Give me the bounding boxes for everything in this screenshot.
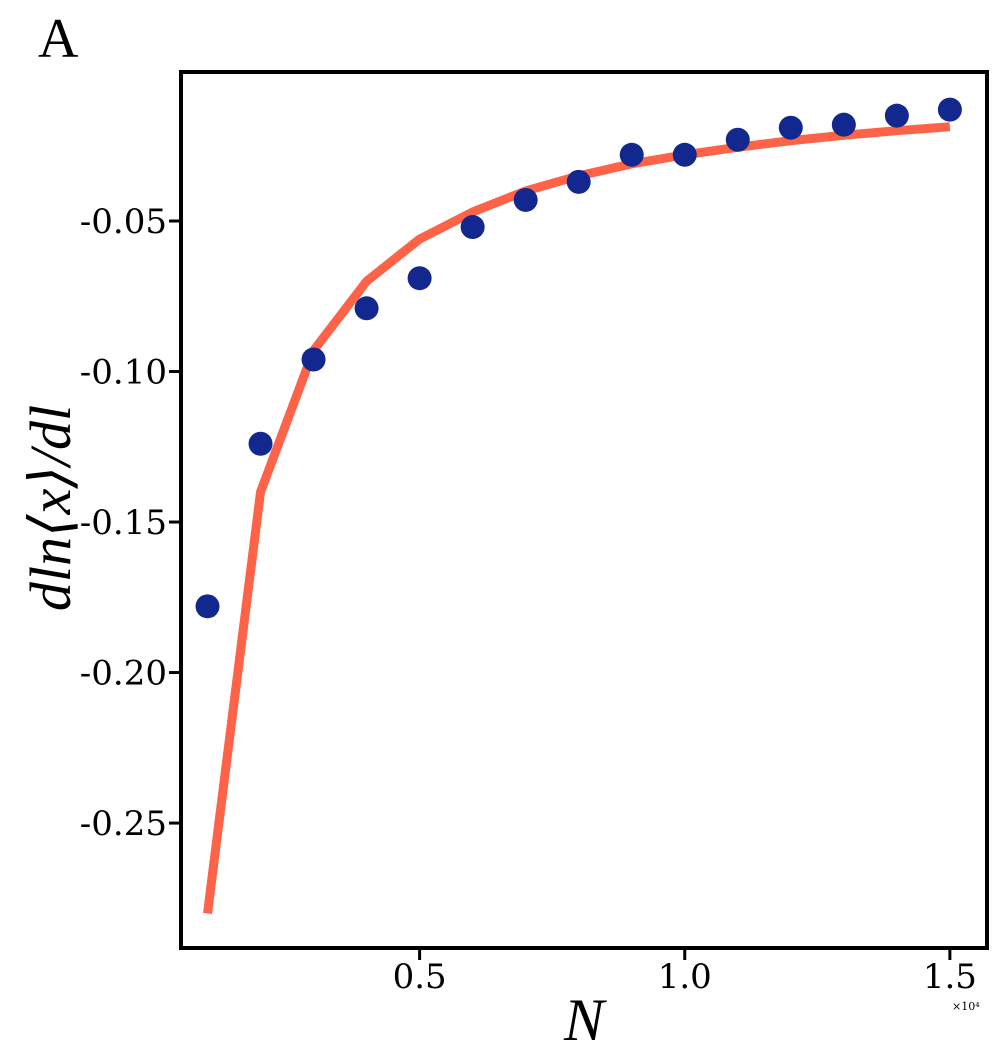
data-point [778,115,803,140]
data-point [407,266,432,291]
data-point [195,594,220,619]
x-axis: 0.5 1.0 1.5 [393,948,977,997]
y-tick-label: -0.20 [80,654,167,694]
y-axis: -0.05 -0.10 -0.15 -0.20 -0.25 [80,202,181,844]
data-point [460,215,485,240]
data-point [513,187,538,212]
data-point [884,103,909,128]
x-multiplier-label: ×10⁴ [952,1000,980,1013]
x-tick-label: 0.5 [393,957,447,997]
panel-label: A [38,8,79,70]
x-axis-label: N [563,987,607,1053]
x-tick-label: 1.5 [923,957,977,997]
data-point [566,169,591,194]
y-tick-label: -0.05 [80,202,167,242]
data-point [725,127,750,152]
y-tick-label: -0.10 [80,353,167,393]
data-point [619,142,644,167]
y-tick-label: -0.25 [80,804,167,844]
y-tick-label: -0.15 [80,503,167,543]
data-point [937,97,962,122]
data-point [301,347,326,372]
x-tick-label: 1.0 [658,957,712,997]
y-axis-label: dln⟨x⟩/dl [18,405,83,611]
plot-area [195,97,962,914]
data-point [248,431,273,456]
plot-frame [179,70,989,950]
data-point [672,142,697,167]
data-point [354,296,379,321]
data-point [831,112,856,137]
fit-line [203,122,951,914]
